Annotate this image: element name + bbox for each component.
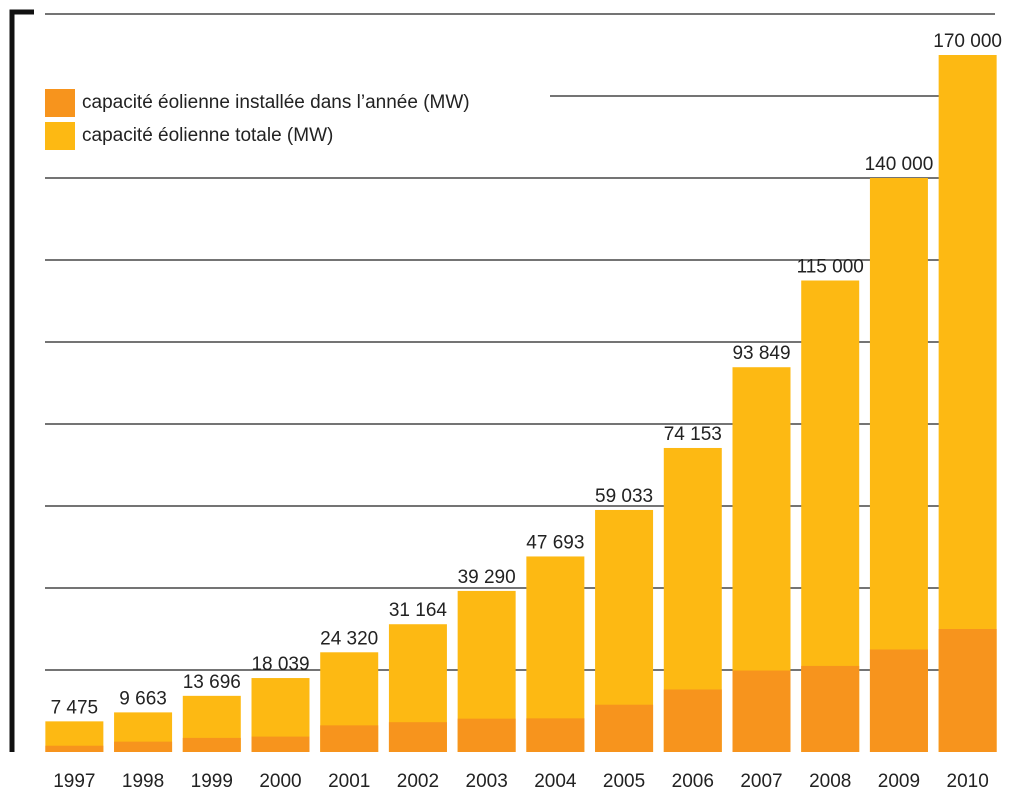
x-tick-label: 2010: [947, 771, 989, 792]
bar: [869, 649, 928, 752]
bar: [45, 745, 104, 752]
data-label: 170 000: [933, 31, 1002, 52]
legend-swatch: [45, 122, 75, 150]
data-label: 7 475: [51, 697, 99, 718]
legend-label: capacité éolienne installée dans l’année…: [82, 92, 470, 113]
bar: [388, 722, 447, 752]
x-tick-label: 2003: [466, 771, 508, 792]
x-tick-label: 2005: [603, 771, 645, 792]
data-label: 140 000: [865, 154, 934, 175]
bar: [526, 718, 585, 752]
data-label: 31 164: [389, 600, 448, 621]
x-tick-label: 2002: [397, 771, 439, 792]
x-tick-label: 2004: [534, 771, 577, 792]
legend-swatch: [45, 89, 75, 117]
x-tick-label: 2000: [259, 771, 301, 792]
data-label: 39 290: [458, 567, 516, 588]
data-label: 18 039: [251, 654, 309, 675]
x-tick-label: 1999: [191, 771, 233, 792]
bar: [114, 741, 173, 752]
data-label: 13 696: [183, 672, 241, 693]
bar: [182, 737, 241, 752]
x-tick-label: 1998: [122, 771, 164, 792]
bar: [457, 718, 516, 752]
data-label: 115 000: [797, 257, 864, 278]
bars: 7 475 1997 9 663 1998 13 696 1999 18 039 2000 24…: [45, 31, 1002, 792]
data-label: 59 033: [595, 486, 653, 507]
x-tick-label: 1997: [53, 771, 95, 792]
data-label: 24 320: [320, 628, 378, 649]
legend-background: [40, 80, 550, 150]
data-label: 9 663: [119, 688, 167, 709]
legend: capacité éolienne installée dans l’année…: [40, 80, 550, 150]
bar: [732, 670, 791, 752]
bar: [251, 736, 310, 752]
grid: [45, 13, 995, 671]
data-label: 93 849: [732, 343, 790, 364]
axis-bracket: [9, 9, 34, 752]
x-tick-label: 2008: [809, 771, 851, 792]
x-tick-label: 2007: [740, 771, 782, 792]
data-label: 47 693: [526, 532, 584, 553]
bar: [320, 725, 379, 752]
bar: [663, 689, 722, 752]
data-label: 74 153: [664, 424, 722, 445]
bar: [801, 665, 860, 752]
x-tick-label: 2006: [672, 771, 714, 792]
bar: [938, 629, 997, 752]
x-tick-label: 2001: [328, 771, 370, 792]
legend-label: capacité éolienne totale (MW): [82, 125, 333, 146]
bar: [595, 704, 654, 752]
x-tick-label: 2009: [878, 771, 920, 792]
